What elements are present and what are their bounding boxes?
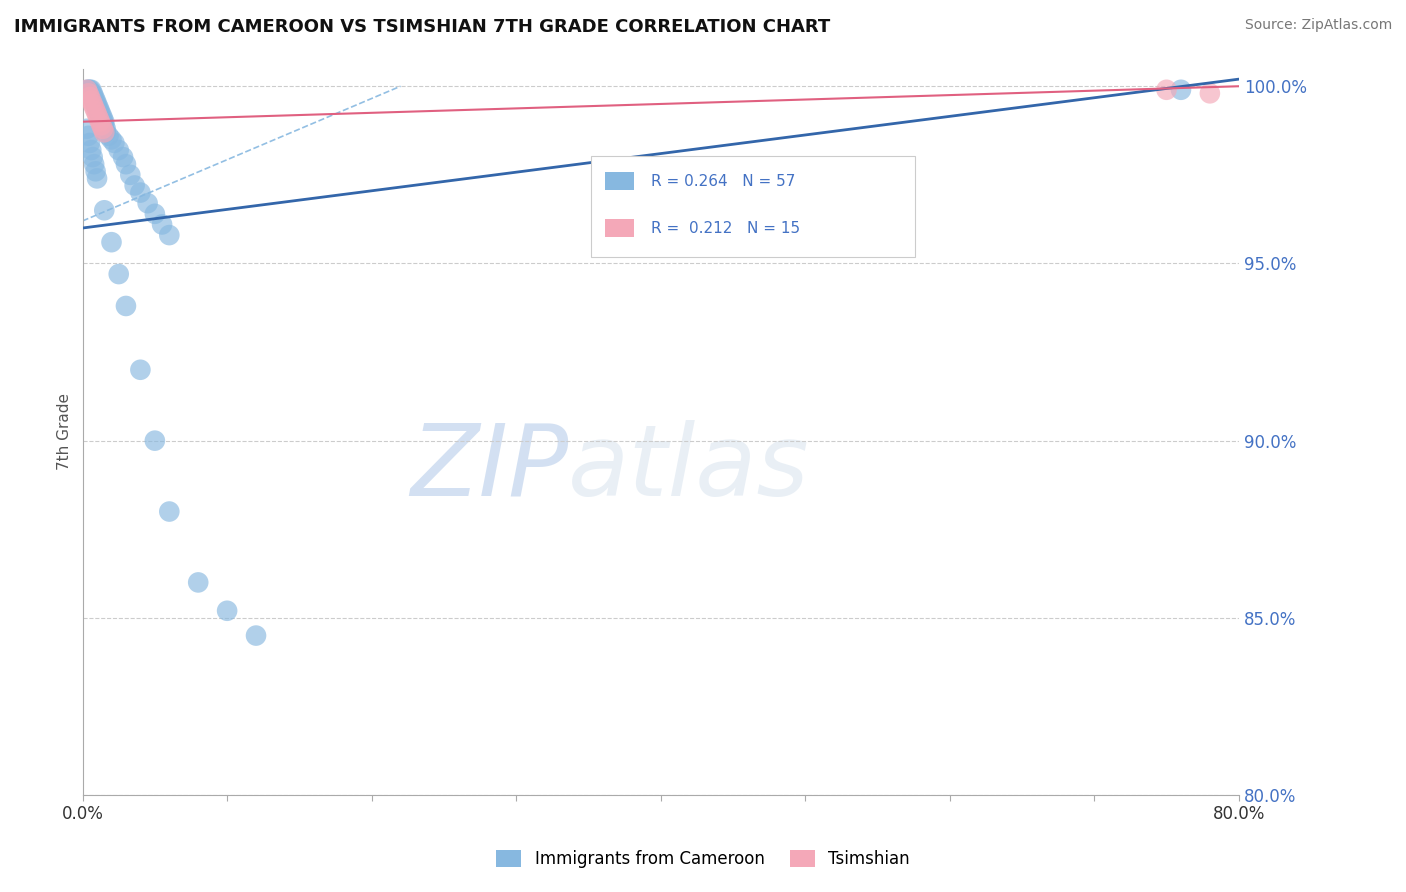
Text: ZIP: ZIP xyxy=(411,419,568,516)
Point xyxy=(93,114,115,128)
Point xyxy=(143,207,166,221)
Point xyxy=(115,299,138,313)
Text: atlas: atlas xyxy=(568,419,810,516)
Point xyxy=(77,83,100,97)
Point xyxy=(90,107,112,121)
Point xyxy=(1156,83,1178,97)
Point xyxy=(91,121,114,136)
Point xyxy=(157,504,180,518)
Point xyxy=(150,218,173,232)
Point xyxy=(1199,87,1222,101)
Point xyxy=(97,128,120,143)
Point xyxy=(82,90,104,104)
Point xyxy=(84,164,107,178)
Point xyxy=(83,94,105,108)
Point xyxy=(76,121,98,136)
Point xyxy=(90,111,112,125)
Point xyxy=(91,114,114,128)
Point xyxy=(90,118,112,132)
Point xyxy=(87,103,110,118)
Point xyxy=(89,107,111,121)
Point xyxy=(80,87,103,101)
Point xyxy=(187,575,209,590)
Text: Source: ZipAtlas.com: Source: ZipAtlas.com xyxy=(1244,18,1392,32)
Point xyxy=(86,107,108,121)
Point xyxy=(84,97,107,112)
Point xyxy=(86,171,108,186)
FancyBboxPatch shape xyxy=(605,172,634,190)
Point xyxy=(79,136,101,150)
Point xyxy=(1170,83,1192,97)
Point xyxy=(86,101,108,115)
Point xyxy=(112,150,135,164)
Point xyxy=(80,94,103,108)
Point xyxy=(245,629,267,643)
Point xyxy=(91,111,114,125)
Text: R = 0.264   N = 57: R = 0.264 N = 57 xyxy=(651,174,796,188)
Point xyxy=(107,267,129,281)
Point xyxy=(83,101,105,115)
Point xyxy=(217,604,239,618)
Point xyxy=(93,125,115,139)
Point xyxy=(87,111,110,125)
Point xyxy=(79,90,101,104)
FancyBboxPatch shape xyxy=(592,156,915,258)
Point xyxy=(80,143,103,157)
Point xyxy=(103,136,125,150)
Point xyxy=(82,87,104,101)
Point xyxy=(84,94,107,108)
Text: IMMIGRANTS FROM CAMEROON VS TSIMSHIAN 7TH GRADE CORRELATION CHART: IMMIGRANTS FROM CAMEROON VS TSIMSHIAN 7T… xyxy=(14,18,831,36)
Point xyxy=(83,157,105,171)
Point xyxy=(84,103,107,118)
Point xyxy=(136,196,159,211)
FancyBboxPatch shape xyxy=(605,219,634,237)
Point xyxy=(94,125,117,139)
Point xyxy=(93,118,115,132)
Point xyxy=(107,143,129,157)
Point xyxy=(82,150,104,164)
Point xyxy=(76,83,98,97)
Point xyxy=(83,90,105,104)
Point xyxy=(129,363,152,377)
Point xyxy=(94,121,117,136)
Point xyxy=(93,203,115,218)
Point xyxy=(77,87,100,101)
Point xyxy=(79,83,101,97)
Point xyxy=(100,132,122,146)
Y-axis label: 7th Grade: 7th Grade xyxy=(58,393,72,470)
Legend: Immigrants from Cameroon, Tsimshian: Immigrants from Cameroon, Tsimshian xyxy=(489,843,917,875)
Point xyxy=(100,235,122,250)
Point xyxy=(87,101,110,115)
Point xyxy=(129,186,152,200)
Point xyxy=(157,228,180,243)
Point xyxy=(86,97,108,112)
Point xyxy=(124,178,146,193)
Text: R =  0.212   N = 15: R = 0.212 N = 15 xyxy=(651,221,800,235)
Point xyxy=(120,168,142,182)
Point xyxy=(89,114,111,128)
Point xyxy=(76,83,98,97)
Point xyxy=(115,157,138,171)
Point xyxy=(80,83,103,97)
Point xyxy=(82,97,104,112)
Point xyxy=(77,128,100,143)
Point xyxy=(143,434,166,448)
Point xyxy=(89,103,111,118)
